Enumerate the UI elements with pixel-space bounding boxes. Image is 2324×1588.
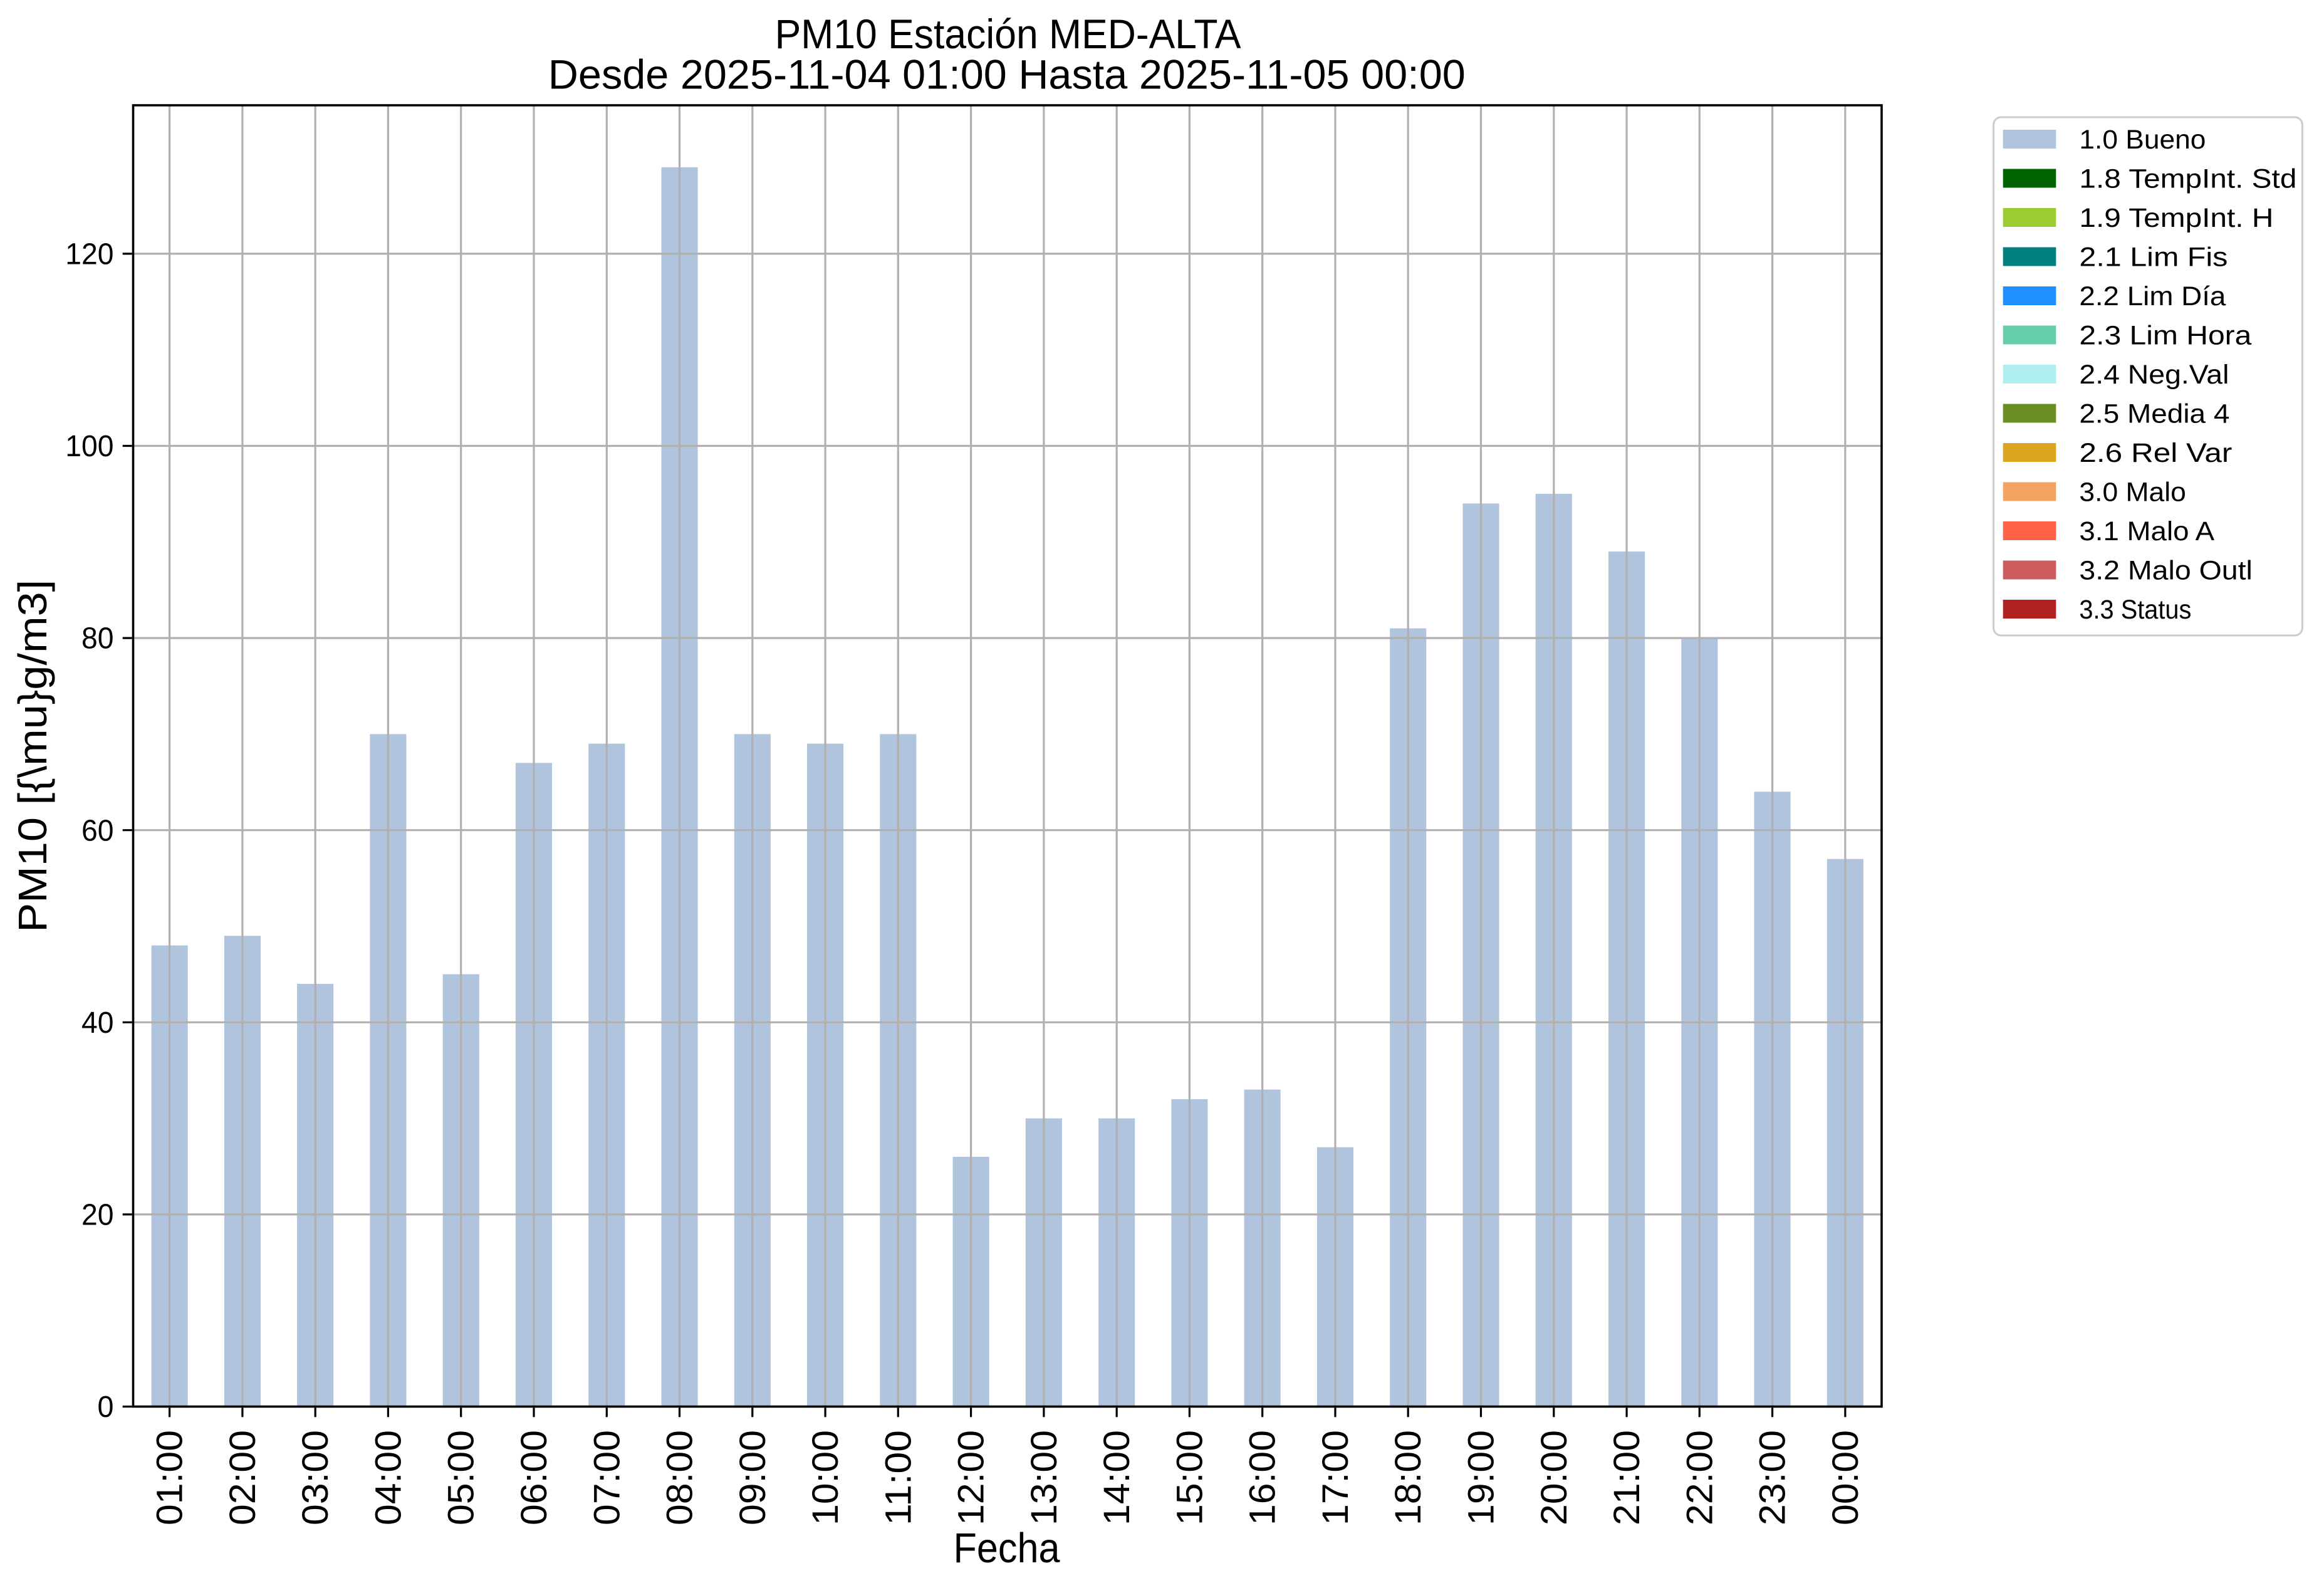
svg-text:06:00: 06:00 (514, 1430, 555, 1525)
svg-text:14:00: 14:00 (1097, 1430, 1137, 1525)
svg-text:23:00: 23:00 (1753, 1430, 1793, 1525)
svg-text:09:00: 09:00 (732, 1430, 773, 1525)
svg-text:03:00: 03:00 (295, 1430, 336, 1525)
svg-text:40: 40 (81, 1006, 114, 1040)
svg-text:00:00: 00:00 (1825, 1430, 1866, 1525)
svg-text:18:00: 18:00 (1388, 1430, 1429, 1525)
svg-text:Desde 2025-11-04 01:00 Hasta 2: Desde 2025-11-04 01:00 Hasta 2025-11-05 … (548, 51, 1466, 97)
svg-text:0: 0 (98, 1391, 114, 1424)
svg-text:PM10 Estación MED-ALTA: PM10 Estación MED-ALTA (775, 11, 1241, 57)
svg-text:13:00: 13:00 (1024, 1430, 1065, 1525)
svg-text:07:00: 07:00 (586, 1430, 627, 1525)
svg-text:3.1 Malo A: 3.1 Malo A (2079, 516, 2214, 546)
svg-text:21:00: 21:00 (1607, 1430, 1647, 1525)
svg-text:120: 120 (65, 238, 113, 271)
svg-text:Fecha: Fecha (954, 1525, 1061, 1572)
svg-text:PM10 [{\mu}g/m3]: PM10 [{\mu}g/m3] (10, 580, 55, 932)
svg-text:04:00: 04:00 (368, 1430, 409, 1525)
svg-text:16:00: 16:00 (1243, 1430, 1283, 1525)
svg-text:01:00: 01:00 (150, 1430, 190, 1525)
svg-text:02:00: 02:00 (222, 1430, 263, 1525)
svg-text:1.9 TempInt. H: 1.9 TempInt. H (2079, 203, 2273, 233)
svg-text:3.2 Malo Outl: 3.2 Malo Outl (2079, 555, 2253, 585)
svg-text:2.2 Lim Día: 2.2 Lim Día (2079, 281, 2226, 311)
svg-text:20:00: 20:00 (1534, 1430, 1575, 1525)
svg-text:10:00: 10:00 (805, 1430, 846, 1525)
svg-text:20: 20 (81, 1199, 114, 1232)
svg-text:08:00: 08:00 (660, 1430, 701, 1525)
svg-text:1.8 TempInt. Std: 1.8 TempInt. Std (2079, 164, 2296, 194)
svg-text:80: 80 (81, 622, 114, 656)
svg-text:2.6 Rel Var: 2.6 Rel Var (2079, 438, 2232, 468)
svg-text:11:00: 11:00 (878, 1430, 919, 1525)
svg-text:3.0 Malo: 3.0 Malo (2079, 477, 2186, 507)
svg-text:100: 100 (65, 430, 113, 463)
svg-text:19:00: 19:00 (1461, 1430, 1502, 1525)
svg-text:2.3 Lim Hora: 2.3 Lim Hora (2079, 320, 2251, 350)
svg-text:2.1 Lim Fis: 2.1 Lim Fis (2079, 242, 2228, 272)
svg-text:60: 60 (81, 814, 114, 847)
svg-text:05:00: 05:00 (441, 1430, 482, 1525)
svg-text:2.4 Neg.Val: 2.4 Neg.Val (2079, 360, 2229, 390)
svg-text:22:00: 22:00 (1679, 1430, 1720, 1525)
svg-text:1.0 Bueno: 1.0 Bueno (2079, 125, 2206, 155)
svg-text:2.5 Media 4: 2.5 Media 4 (2079, 399, 2229, 429)
svg-text:15:00: 15:00 (1169, 1430, 1210, 1525)
svg-text:17:00: 17:00 (1315, 1430, 1356, 1525)
svg-text:12:00: 12:00 (951, 1430, 992, 1525)
svg-text:3.3 Status: 3.3 Status (2079, 595, 2191, 625)
